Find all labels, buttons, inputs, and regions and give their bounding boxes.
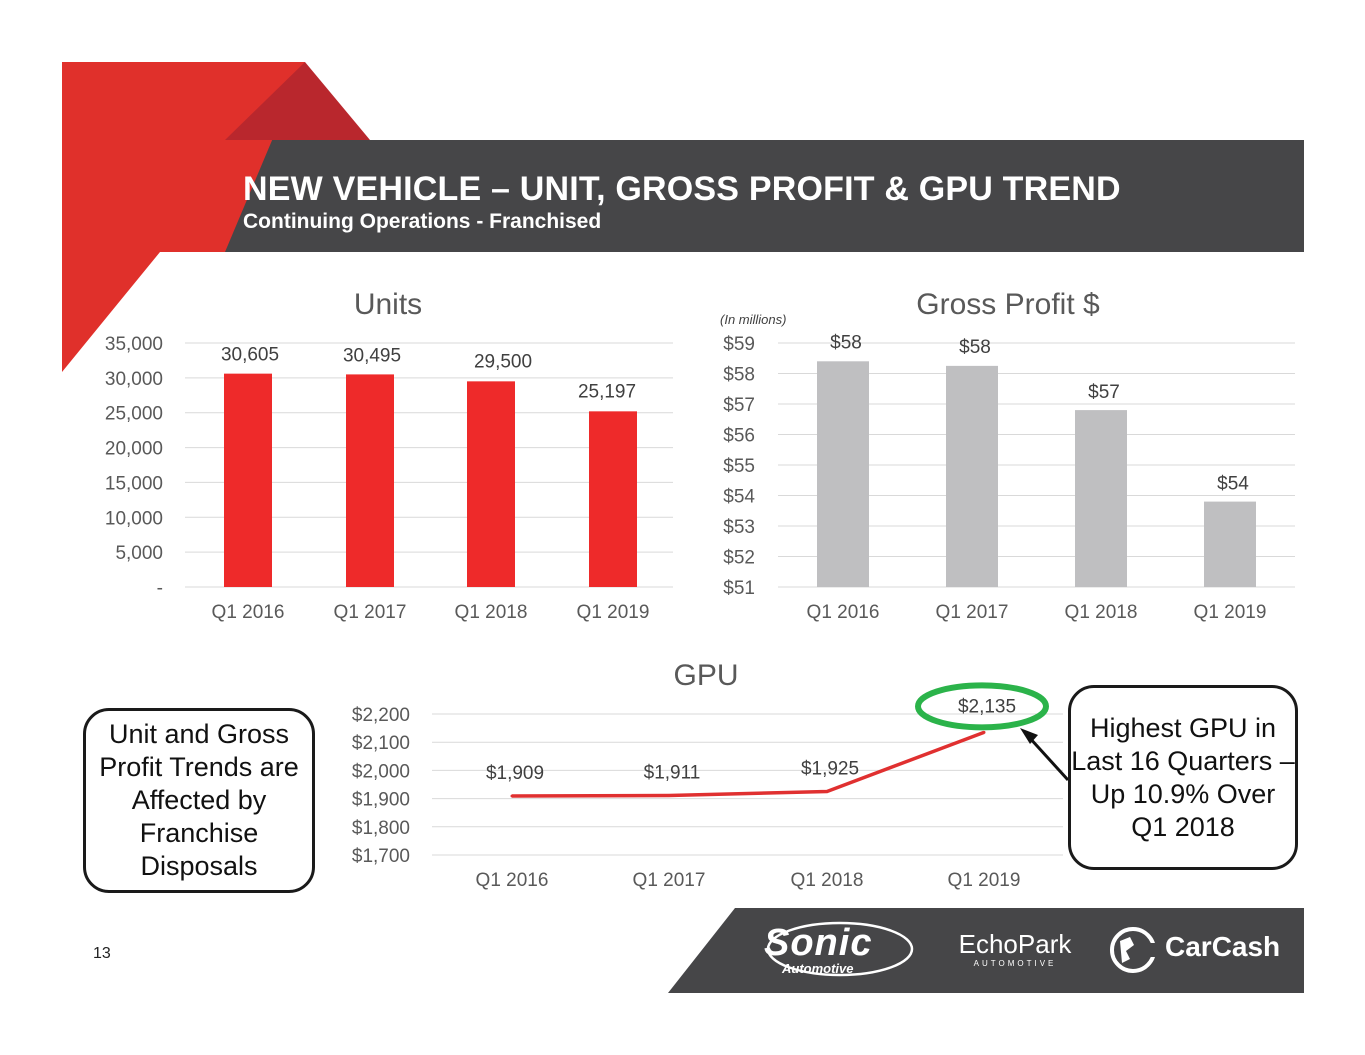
x-tick-label: Q1 2016: [807, 602, 880, 623]
sonic-logo-main: Sonic: [764, 922, 873, 964]
y-tick-label: $1,700: [352, 846, 410, 867]
data-label: 30,495: [343, 345, 401, 366]
header-banner: [160, 140, 1304, 252]
echopark-logo-sub: AUTOMOTIVE: [973, 959, 1057, 968]
y-tick-label: $1,800: [352, 818, 410, 839]
x-tick-label: Q1 2017: [633, 870, 706, 891]
y-tick-label: $56: [723, 426, 755, 447]
sonic-logo: Sonic Automotive: [764, 924, 872, 976]
echopark-logo-main: EchoPark: [958, 929, 1072, 959]
x-tick-label: Q1 2016: [212, 602, 285, 623]
carcash-logo-text: CarCash: [1165, 931, 1281, 962]
callout-franchise-disposals: Unit and Gross Profit Trends are Affecte…: [83, 708, 315, 893]
highlight-ring: [915, 682, 1049, 731]
bar: [817, 361, 869, 587]
data-label: 30,605: [221, 345, 279, 366]
gpu-series-line: [511, 730, 985, 798]
data-label: $57: [1088, 382, 1120, 403]
y-tick-label: 20,000: [105, 439, 163, 460]
bar: [589, 411, 637, 587]
y-tick-label: 30,000: [105, 369, 163, 390]
data-label: $54: [1217, 474, 1249, 495]
x-tick-label: Q1 2018: [1065, 602, 1138, 623]
y-tick-label: $54: [723, 487, 755, 508]
y-tick-label: 15,000: [105, 473, 163, 494]
chart-title: GPU: [673, 659, 738, 692]
data-label: $58: [959, 337, 991, 358]
y-tick-label: $1,900: [352, 790, 410, 811]
y-tick-label: 5,000: [115, 543, 163, 564]
sonic-logo-sub: Automotive: [782, 961, 854, 976]
callout-arrowhead: [1020, 728, 1038, 744]
chart-title: Units: [354, 288, 422, 321]
carcash-globe-icon: [1110, 927, 1158, 973]
data-label: 25,197: [578, 381, 636, 402]
x-tick-label: Q1 2017: [334, 602, 407, 623]
y-tick-label: $59: [723, 334, 755, 355]
footer-banner: [668, 908, 1304, 993]
data-label: $2,135: [958, 696, 1016, 717]
y-tick-label: $55: [723, 456, 755, 477]
data-label: $1,911: [644, 762, 701, 783]
y-tick-label: $51: [723, 578, 755, 599]
y-tick-label: $2,000: [352, 761, 410, 782]
gpu-point: [825, 790, 829, 794]
gpu-chart: $1,700 $1,800 $1,900 $2,000 $2,100 $2,200 Q1 2…: [352, 659, 1063, 891]
y-tick-label: $53: [723, 517, 755, 538]
units-note: (In millions): [720, 312, 786, 327]
units-chart: - 5,000 10,000 15,000 20,000 25,000 30,000 35,0…: [105, 288, 673, 623]
x-tick-label: Q1 2018: [455, 602, 528, 623]
gpu-point: [982, 730, 986, 734]
x-tick-label: Q1 2018: [791, 870, 864, 891]
y-tick-label: 25,000: [105, 404, 163, 425]
bar: [1075, 410, 1127, 587]
chart-title: Gross Profit $: [916, 288, 1100, 321]
dark-red-accent-shape: [225, 62, 370, 140]
y-tick-label: $57: [723, 395, 755, 416]
bar: [946, 365, 998, 587]
y-tick-label: -: [157, 578, 163, 599]
bar: [346, 374, 394, 587]
y-tick-label: 35,000: [105, 334, 163, 355]
callout-left-text: Unit and Gross Profit Trends are Affecte…: [99, 719, 299, 881]
data-label: $1,925: [801, 759, 859, 780]
x-tick-label: Q1 2017: [936, 602, 1009, 623]
y-tick-label: $58: [723, 365, 755, 386]
page-subtitle: Continuing Operations - Franchised: [243, 210, 602, 233]
x-tick-label: Q1 2016: [476, 870, 549, 891]
gpu-point: [510, 794, 514, 798]
sonic-logo-swoosh: [766, 921, 914, 977]
data-label: $1,909: [486, 763, 544, 784]
data-label: $58: [830, 332, 862, 353]
bar: [467, 381, 515, 587]
echopark-logo: EchoPark AUTOMOTIVE: [955, 930, 1075, 970]
x-tick-label: Q1 2019: [577, 602, 650, 623]
bar: [1204, 501, 1256, 587]
y-tick-label: $2,100: [352, 733, 410, 754]
gross-profit-chart: $51 $52 $53 $54 $55 $56 $57 $58 $59 Q1 2016 Q1 201…: [720, 288, 1295, 623]
y-tick-label: 10,000: [105, 508, 163, 529]
bar: [224, 373, 272, 587]
y-tick-label: $2,200: [352, 705, 410, 726]
gpu-point: [667, 793, 671, 797]
callout-highest-gpu: Highest GPU in Last 16 Quarters – Up 10.…: [1068, 685, 1298, 870]
page-number: 13: [93, 945, 111, 962]
callout-arrow: [1026, 734, 1070, 782]
x-tick-label: Q1 2019: [948, 870, 1021, 891]
callout-right-text: Highest GPU in Last 16 Quarters – Up 10.…: [1071, 712, 1295, 842]
y-tick-label: $52: [723, 548, 755, 569]
data-label: 29,500: [474, 351, 532, 372]
page-title: NEW VEHICLE – UNIT, GROSS PROFIT & GPU T…: [243, 170, 1121, 208]
x-tick-label: Q1 2019: [1194, 602, 1267, 623]
